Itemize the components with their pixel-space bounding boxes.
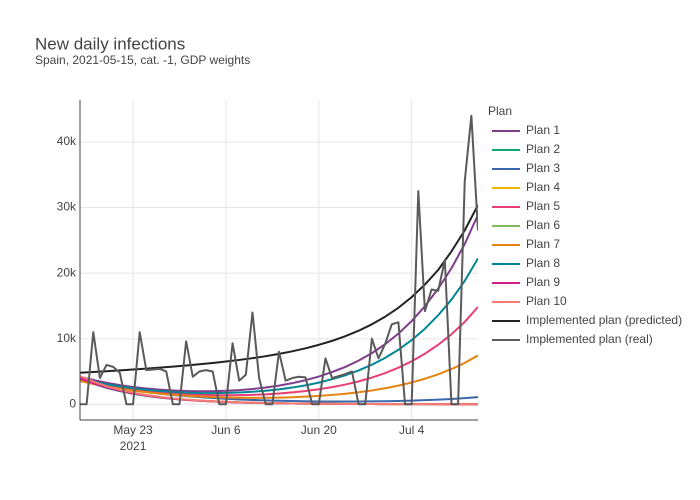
legend-item[interactable]: Plan 3 [492, 161, 560, 175]
legend-item[interactable]: Plan 4 [492, 180, 560, 194]
legend-item[interactable]: Plan 5 [492, 199, 560, 213]
legend-label: Plan 7 [526, 237, 560, 251]
legend-label: Plan 8 [526, 256, 560, 270]
series-line [80, 214, 478, 393]
legend-item[interactable]: Plan 1 [492, 123, 560, 137]
plot-area [80, 114, 478, 406]
legend-item[interactable]: Plan 8 [492, 256, 560, 270]
legend-label: Plan 6 [526, 218, 560, 232]
series-line [80, 204, 478, 374]
y-tick-label: 20k [57, 265, 77, 279]
legend-item[interactable]: Plan 9 [492, 275, 560, 289]
legend: Plan 1 Plan 2 Plan 3 Plan 4 Plan 5 Plan 6 Plan… [492, 123, 682, 346]
legend-item[interactable]: Plan 7 [492, 237, 560, 251]
legend-label: Implemented plan (predicted) [526, 313, 682, 327]
y-tick-label: 40k [57, 134, 77, 148]
legend-label: Plan 4 [526, 180, 560, 194]
x-tick-label: Jun 6 [211, 423, 241, 437]
y-tick-label: 0 [69, 396, 76, 410]
axes: 0 10k 20k 30k 40k May 23 2021 Jun 6 Jun 20 Jul 4 [57, 100, 478, 453]
y-tick-label: 30k [57, 200, 77, 214]
legend-label: Plan 2 [526, 142, 560, 156]
chart-subtitle: Spain, 2021-05-15, cat. -1, GDP weights [35, 53, 250, 67]
legend-item[interactable]: Plan 2 [492, 142, 560, 156]
x-tick-label: Jun 20 [301, 423, 337, 437]
legend-label: Plan 9 [526, 275, 560, 289]
x-tick-label: May 23 [113, 423, 153, 437]
series-line [80, 354, 478, 399]
series-line [80, 114, 478, 406]
grid [80, 100, 478, 420]
x-tick-sublabel: 2021 [120, 439, 147, 453]
legend-label: Plan 1 [526, 123, 560, 137]
legend-item[interactable]: Plan 10 [492, 294, 567, 308]
legend-item[interactable]: Implemented plan (predicted) [492, 313, 682, 327]
legend-title: Plan [488, 104, 512, 118]
series-line [80, 257, 478, 395]
legend-item[interactable]: Implemented plan (real) [492, 332, 653, 346]
y-tick-label: 10k [57, 331, 77, 345]
series-line [80, 306, 478, 397]
legend-label: Plan 10 [526, 294, 567, 308]
legend-label: Plan 5 [526, 199, 560, 213]
legend-label: Plan 3 [526, 161, 560, 175]
legend-label: Implemented plan (real) [526, 332, 653, 346]
legend-item[interactable]: Plan 6 [492, 218, 560, 232]
x-tick-label: Jul 4 [399, 423, 425, 437]
chart-title: New daily infections [35, 34, 185, 53]
